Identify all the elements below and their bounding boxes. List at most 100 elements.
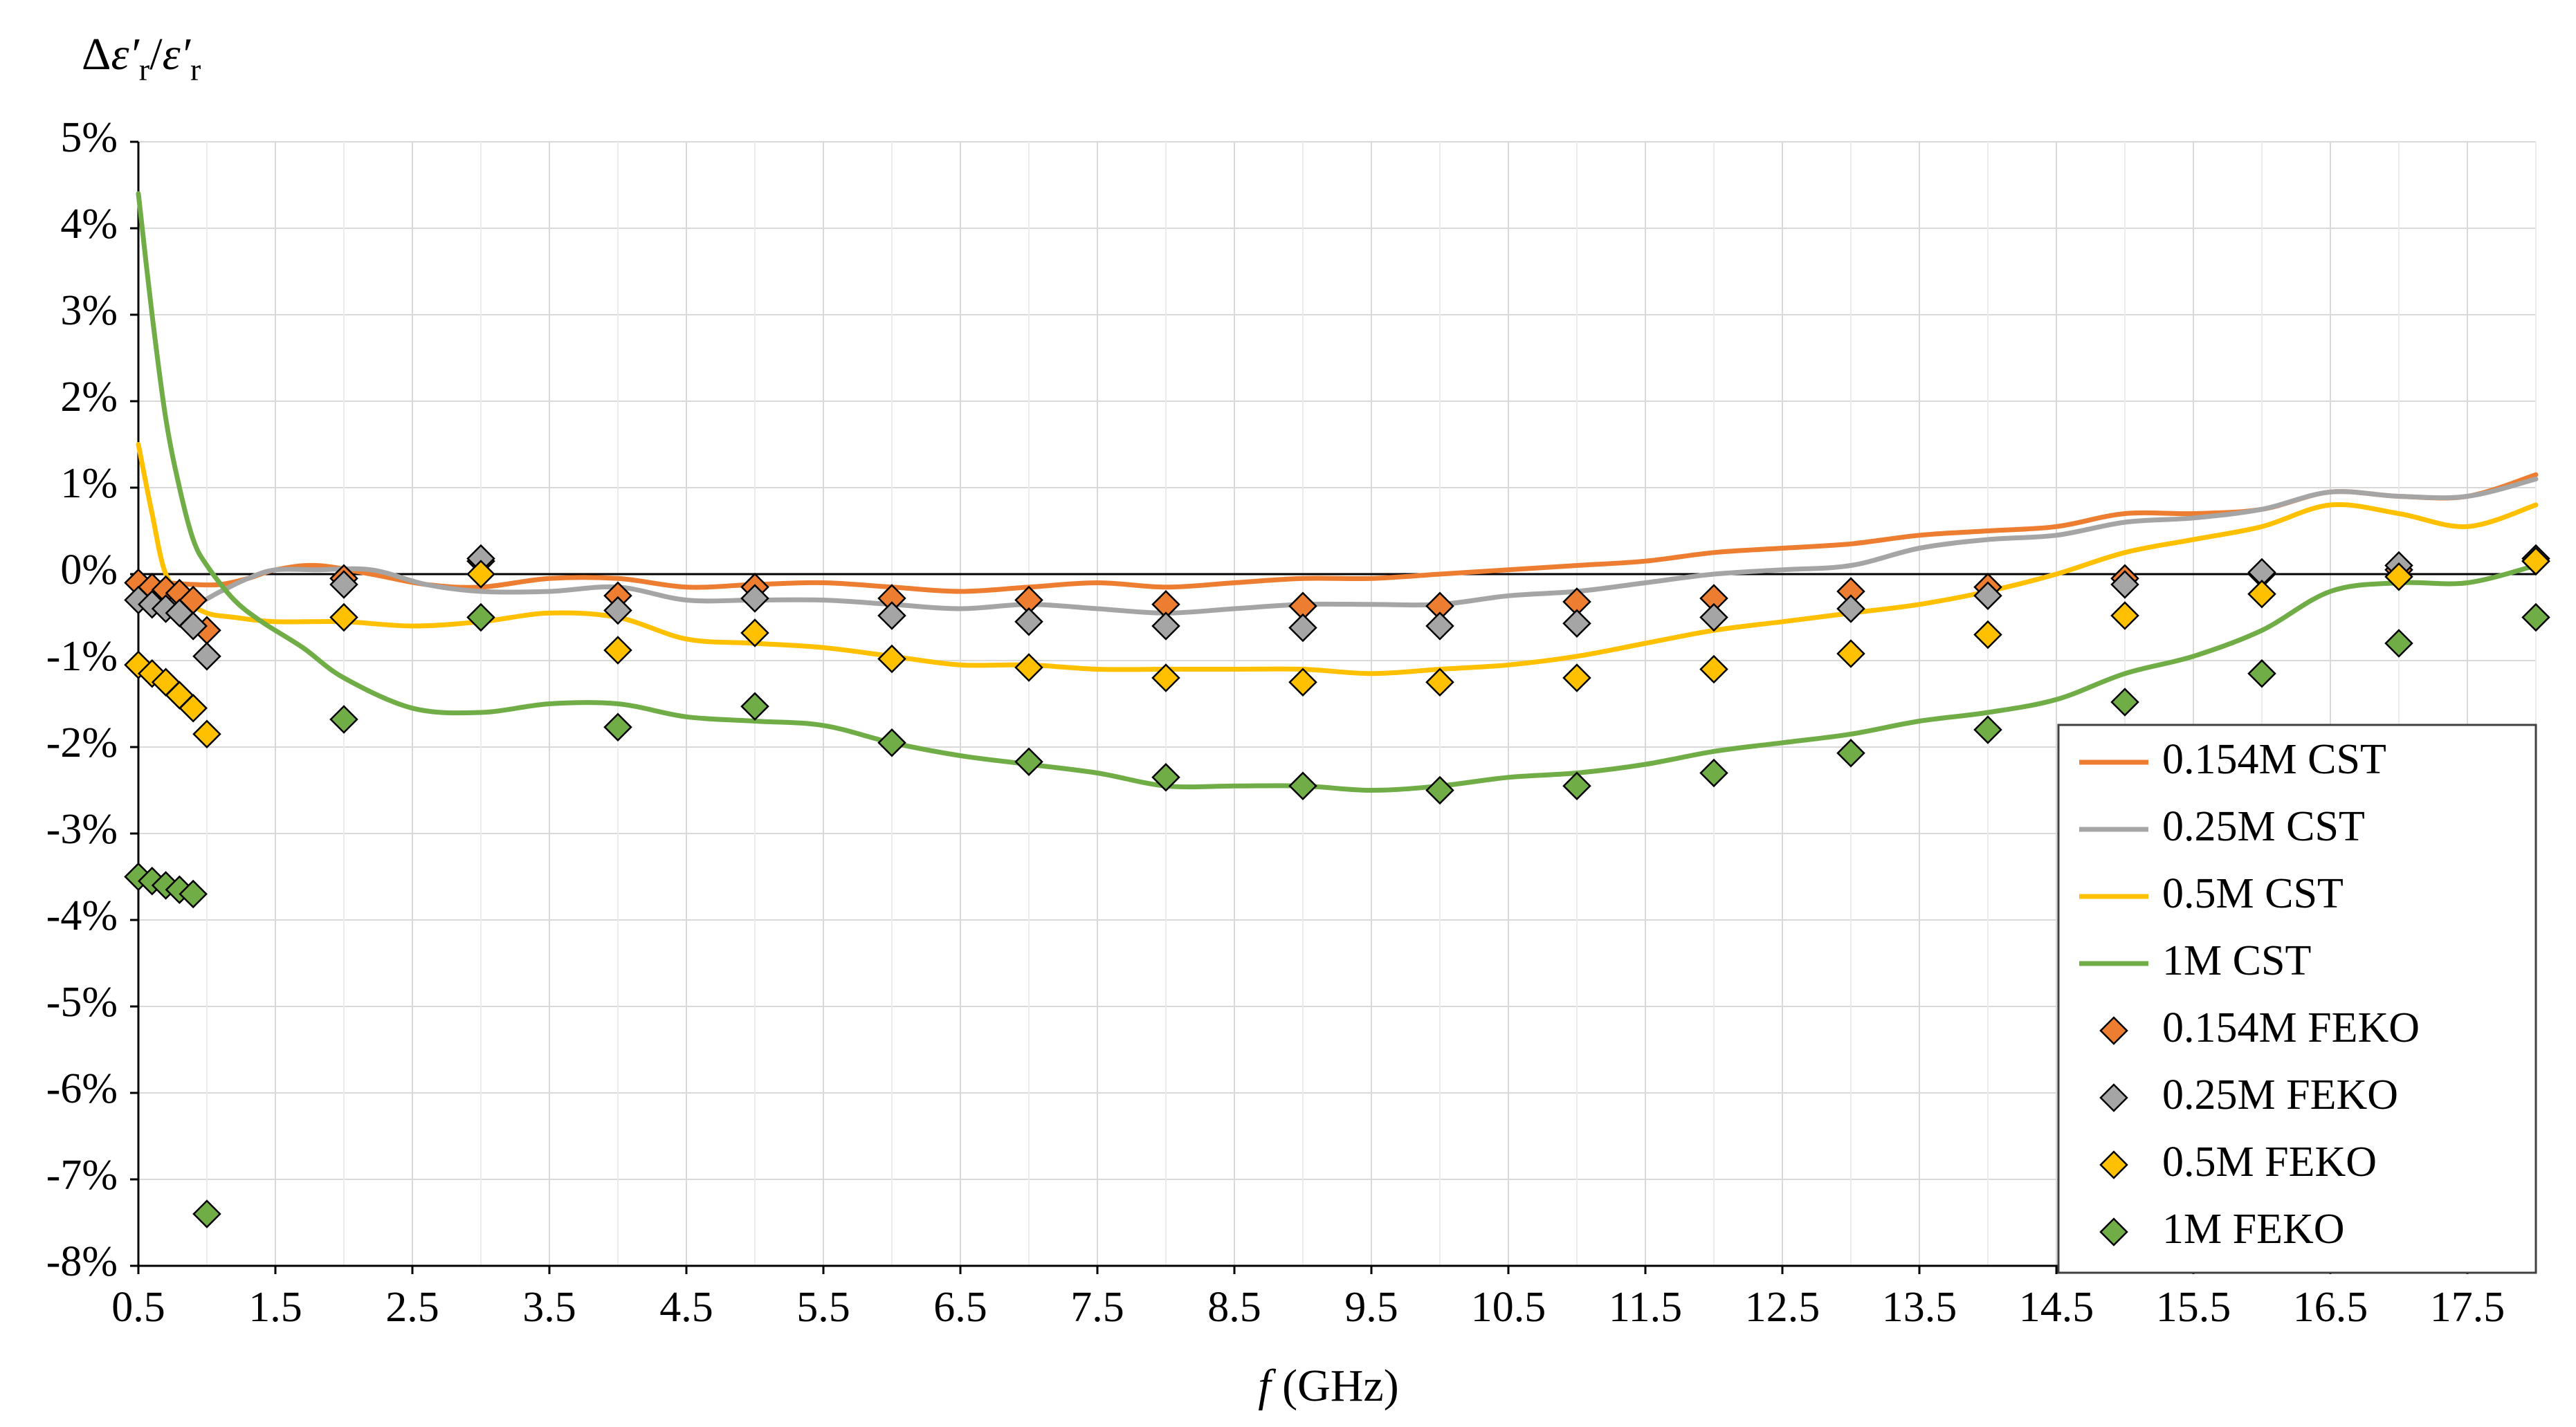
point-0-5m-feko <box>603 636 632 665</box>
point-0-5m-feko <box>1288 668 1317 697</box>
point-1m-feko <box>1425 775 1454 805</box>
x-tick-label: 13.5 <box>1882 1284 1957 1331</box>
x-tick-label: 8.5 <box>1207 1284 1261 1331</box>
point-0-25m-feko <box>1151 611 1180 641</box>
x-tick-label: 12.5 <box>1745 1284 1820 1331</box>
point-0-5m-feko <box>2247 579 2276 609</box>
y-title-sub1: r <box>139 52 149 87</box>
x-tick-label: 6.5 <box>933 1284 987 1331</box>
point-1m-feko <box>877 728 906 757</box>
point-0-5m-feko <box>1151 663 1180 692</box>
legend-label-0-5m-feko: 0.5M FEKO <box>2162 1139 2377 1186</box>
point-0-5m-feko <box>1973 620 2002 650</box>
x-tick-label: 16.5 <box>2293 1284 2368 1331</box>
point-1m-feko <box>192 1199 221 1228</box>
x-tick-label: 2.5 <box>385 1284 439 1331</box>
x-tick-label: 5.5 <box>796 1284 850 1331</box>
y-tick-label: -8% <box>46 1238 118 1285</box>
point-0-25m-feko <box>1973 581 2002 611</box>
point-0-25m-feko <box>1836 594 1865 623</box>
legend-label-0-5m-cst: 0.5M CST <box>2162 870 2344 917</box>
point-1m-feko <box>1562 771 1591 801</box>
y-tick-label: 5% <box>60 114 118 161</box>
point-0-25m-feko <box>2110 570 2139 599</box>
point-0-5m-feko <box>1014 653 1043 682</box>
point-1m-feko <box>603 712 632 742</box>
y-tick-label: 4% <box>60 201 118 248</box>
legend-swatch-0-25m-feko <box>2099 1083 2128 1112</box>
point-0-5m-feko <box>2521 546 2550 576</box>
legend-label-1m-cst: 1M CST <box>2162 937 2311 984</box>
y-title-eps1: ε′ <box>111 29 140 80</box>
point-0-5m-feko <box>1836 639 1865 668</box>
y-title-sub2: r <box>190 52 201 87</box>
point-0-25m-feko <box>1288 613 1317 643</box>
point-1m-feko <box>1836 738 1865 768</box>
y-tick-label: 3% <box>60 287 118 334</box>
x-tick-label: 17.5 <box>2430 1284 2505 1331</box>
point-1m-feko <box>2247 659 2276 688</box>
series-line-0-5m-cst <box>136 442 2539 676</box>
point-1m-feko <box>1151 762 1180 792</box>
point-1m-feko <box>179 879 208 909</box>
x-tick-label: 0.5 <box>111 1284 165 1331</box>
feko-markers <box>124 544 2550 1228</box>
legend-label-0-154m-cst: 0.154M CST <box>2162 736 2386 783</box>
y-tick-labels: 5% 4% 3% 2% 1% 0% -1% -2% -3% -4% -5% -6% -7% -8% <box>46 114 118 1285</box>
y-axis-title: Δε′r/ε′r <box>82 29 201 87</box>
x-axis-title: f (GHz) <box>1258 1361 1398 1411</box>
y-tick-label: -7% <box>46 1152 118 1199</box>
point-0-5m-feko <box>2110 601 2139 630</box>
legend-swatch-1m-feko <box>2099 1217 2128 1246</box>
y-tick-label: -5% <box>46 979 118 1026</box>
y-tick-label: -2% <box>46 719 118 766</box>
point-1m-feko <box>2110 688 2139 717</box>
x-tick-label: 4.5 <box>659 1284 713 1331</box>
point-0-25m-feko <box>740 584 769 613</box>
point-1m-feko <box>2521 602 2550 632</box>
point-0-5m-feko <box>877 644 906 674</box>
point-0-5m-feko <box>192 719 221 749</box>
x-tick-label: 11.5 <box>1609 1284 1682 1331</box>
point-1m-feko <box>2384 629 2413 658</box>
legend-label-0-25m-cst: 0.25M CST <box>2162 803 2365 850</box>
x-tick-label: 15.5 <box>2156 1284 2231 1331</box>
legend-label-0-154m-feko: 0.154M FEKO <box>2162 1004 2420 1051</box>
y-tick-label: -6% <box>46 1065 118 1112</box>
point-1m-feko <box>1288 771 1317 801</box>
x-tick-label: 14.5 <box>2019 1284 2094 1331</box>
y-title-eps2: ε′ <box>163 29 192 80</box>
point-1m-feko <box>1699 758 1728 788</box>
y-tick-label: -4% <box>46 892 118 939</box>
point-0-25m-feko <box>329 570 358 599</box>
y-title-delta: Δ <box>82 29 111 80</box>
point-0-25m-feko <box>1014 607 1043 636</box>
point-0-5m-feko <box>2384 562 2413 591</box>
legend: 0.154M CST 0.25M CST 0.5M CST 1M CST 0.154M … <box>2057 724 2537 1274</box>
x-tick-label: 3.5 <box>522 1284 576 1331</box>
point-1m-feko <box>1973 715 2002 744</box>
point-0-25m-feko <box>192 641 221 671</box>
y-tick-label: -1% <box>46 633 118 680</box>
point-1m-feko <box>466 602 495 632</box>
x-tick-label: 7.5 <box>1070 1284 1124 1331</box>
x-tick-label: 10.5 <box>1471 1284 1546 1331</box>
x-tick-label: 1.5 <box>248 1284 302 1331</box>
y-tick-label: 2% <box>60 374 118 421</box>
legend-swatch-0-5m-feko <box>2099 1150 2128 1179</box>
point-0-5m-feko <box>1425 668 1454 697</box>
y-tick-label: 1% <box>60 460 118 507</box>
point-0-5m-feko <box>179 693 208 723</box>
point-0-5m-feko <box>1562 663 1591 692</box>
series-line-0-154m-cst <box>136 472 2539 594</box>
legend-box <box>2057 724 2537 1274</box>
point-0-25m-feko <box>877 601 906 630</box>
point-0-5m-feko <box>466 560 495 589</box>
point-0-25m-feko <box>1425 611 1454 641</box>
point-1m-feko <box>740 692 769 721</box>
point-0-25m-feko <box>603 596 632 625</box>
point-1m-feko <box>1014 747 1043 777</box>
y-title-slash: / <box>149 29 163 80</box>
point-0-25m-feko <box>1699 602 1728 632</box>
